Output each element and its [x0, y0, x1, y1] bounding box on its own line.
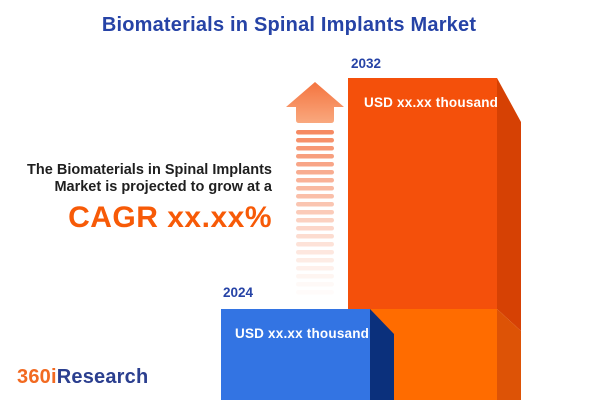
growth-arrow-head [286, 82, 344, 123]
bar-2024-value-label: USD xx.xx thousand [235, 326, 370, 341]
logo-research: Research [56, 366, 149, 388]
growth-arrow-stripe [296, 226, 334, 231]
cagr-value: CAGR xx.xx% [68, 201, 272, 234]
growth-arrow-stripe [296, 282, 334, 287]
annotation-line-2: Market is projected to grow at a [54, 179, 272, 195]
growth-arrow-stripe [296, 194, 334, 199]
annotation-block: The Biomaterials in Spinal Implants Mark… [0, 162, 272, 235]
growth-arrow-stripe [296, 178, 334, 183]
growth-arrow-icon [286, 82, 344, 295]
bar-2024-front [221, 309, 370, 400]
growth-arrow-stripe [296, 130, 334, 135]
growth-arrow-stripe [296, 138, 334, 143]
growth-arrow-stripe [296, 250, 334, 255]
growth-arrow-stripe [296, 234, 334, 239]
logo-360i: 360i [17, 366, 57, 388]
bar-2032-side-lower [497, 309, 521, 400]
growth-arrow-stripe [296, 274, 334, 279]
bar-2024 [221, 309, 394, 400]
bar-2032-front-upper [348, 78, 497, 309]
growth-arrow-stripe [296, 162, 334, 167]
growth-arrow-stripe [296, 290, 334, 295]
growth-arrow-stripe [296, 186, 334, 191]
year-label-2032: 2032 [351, 56, 382, 71]
bar-2032 [348, 78, 521, 400]
page-title: Biomaterials in Spinal Implants Market [101, 14, 477, 36]
bar-2024-side [370, 309, 394, 400]
brand-logo: 360iResearch [17, 366, 148, 389]
growth-arrow-stripe [296, 218, 334, 223]
annotation-line-1: The Biomaterials in Spinal Implants [27, 162, 272, 178]
growth-arrow-stripe [296, 154, 334, 159]
growth-arrow-stripes [296, 130, 334, 295]
growth-arrow-stripe [296, 210, 334, 215]
growth-arrow-stripe [296, 266, 334, 271]
year-label-2024: 2024 [223, 285, 254, 300]
bar-2032-side-upper [497, 78, 521, 331]
growth-arrow-stripe [296, 258, 334, 263]
growth-arrow-stripe [296, 170, 334, 175]
growth-arrow-stripe [296, 146, 334, 151]
growth-arrow-stripe [296, 202, 334, 207]
bar-2032-value-label: USD xx.xx thousand [364, 95, 499, 110]
growth-arrow-stripe [296, 242, 334, 247]
